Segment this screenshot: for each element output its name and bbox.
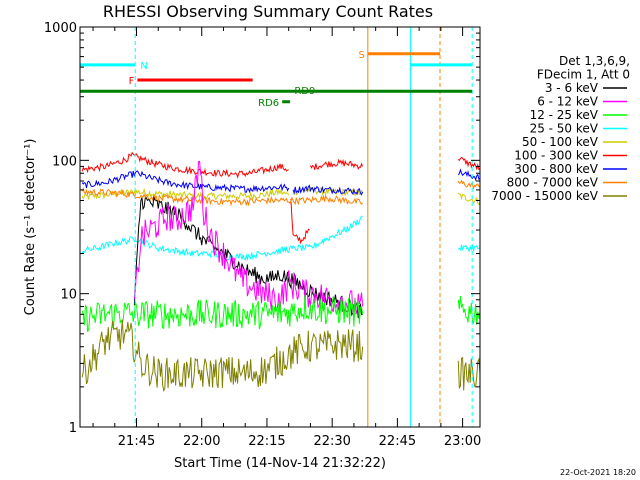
annotation-label-8: F bbox=[129, 76, 135, 87]
legend-entry-label-3: 25 - 50 keV bbox=[530, 122, 599, 136]
annotation-text-10: RD9 bbox=[294, 86, 315, 97]
y-tick-label: 10 bbox=[60, 288, 77, 303]
series-line-1-segment-0 bbox=[81, 151, 289, 179]
x-tick-label: 22:45 bbox=[379, 434, 416, 449]
legend-entry-label-6: 300 - 800 keV bbox=[514, 162, 598, 176]
y-tick-label: 100 bbox=[52, 154, 77, 169]
series-line-2-segment-1 bbox=[292, 184, 364, 196]
legend-header-1: FDecim 1, Att 0 bbox=[537, 68, 630, 82]
series-line-8-segment-0 bbox=[81, 319, 364, 392]
legend-entry-label-5: 100 - 300 keV bbox=[514, 149, 598, 163]
annotation-label-11: RD6 bbox=[258, 98, 279, 109]
x-tick-label: 22:30 bbox=[313, 434, 350, 449]
plot-frame bbox=[79, 26, 481, 428]
series-line-2-segment-2 bbox=[457, 168, 480, 182]
timestamp: 22-Oct-2021 18:20 bbox=[560, 468, 636, 477]
series-line-3-segment-1 bbox=[457, 179, 480, 189]
y-tick-label: 1000 bbox=[44, 21, 77, 36]
plot-content bbox=[80, 27, 480, 427]
x-tick-label: 21:45 bbox=[118, 434, 155, 449]
series-line-2-segment-0 bbox=[81, 170, 290, 194]
legend-entry-label-4: 50 - 100 keV bbox=[522, 135, 599, 149]
axis-ticks: 1 10 100 1000 21:45 22:00 22:15 22:30 22:45 23:00 bbox=[44, 21, 481, 449]
legend-entry-label-2: 12 - 25 keV bbox=[530, 108, 599, 122]
series-line-3-segment-0 bbox=[81, 187, 363, 207]
series-line-1-segment-1 bbox=[290, 198, 310, 245]
series-line-0-segment-2 bbox=[457, 192, 480, 206]
annotation-label-12: S bbox=[358, 50, 364, 61]
series-line-8-segment-1 bbox=[457, 356, 480, 391]
series-line-4-segment-1 bbox=[458, 244, 480, 254]
chart-title: RHESSI Observing Summary Count Rates bbox=[103, 2, 433, 21]
y-tick-label: 1 bbox=[69, 421, 77, 436]
legend-entry-label-8: 7000 - 15000 keV bbox=[491, 189, 598, 203]
x-axis-label: Start Time (14-Nov-14 21:32:22) bbox=[174, 456, 386, 471]
legend-entry-label-0: 3 - 6 keV bbox=[545, 81, 599, 95]
x-tick-label: 22:15 bbox=[248, 434, 285, 449]
series-line-5-segment-0 bbox=[133, 195, 363, 319]
series-line-7-segment-1 bbox=[457, 296, 480, 325]
legend-entry-label-7: 800 - 7000 keV bbox=[507, 176, 599, 190]
plot-area: NF RD9 RD6 S bbox=[80, 27, 480, 427]
y-axis-label: Count Rate (s⁻¹ detector⁻¹) bbox=[23, 139, 38, 316]
legend-header-0: Det 1,3,6,9, bbox=[559, 54, 630, 68]
x-tick-label: 23:00 bbox=[444, 434, 481, 449]
x-tick-label: 22:00 bbox=[183, 434, 220, 449]
annotation-label-6: N bbox=[140, 61, 147, 72]
series-line-7-segment-0 bbox=[81, 295, 364, 332]
series-line-1-segment-2 bbox=[309, 158, 364, 171]
series-line-6-segment-0 bbox=[133, 160, 364, 316]
series-line-1-segment-3 bbox=[457, 157, 480, 171]
legend-entry-label-1: 6 - 12 keV bbox=[537, 95, 599, 109]
